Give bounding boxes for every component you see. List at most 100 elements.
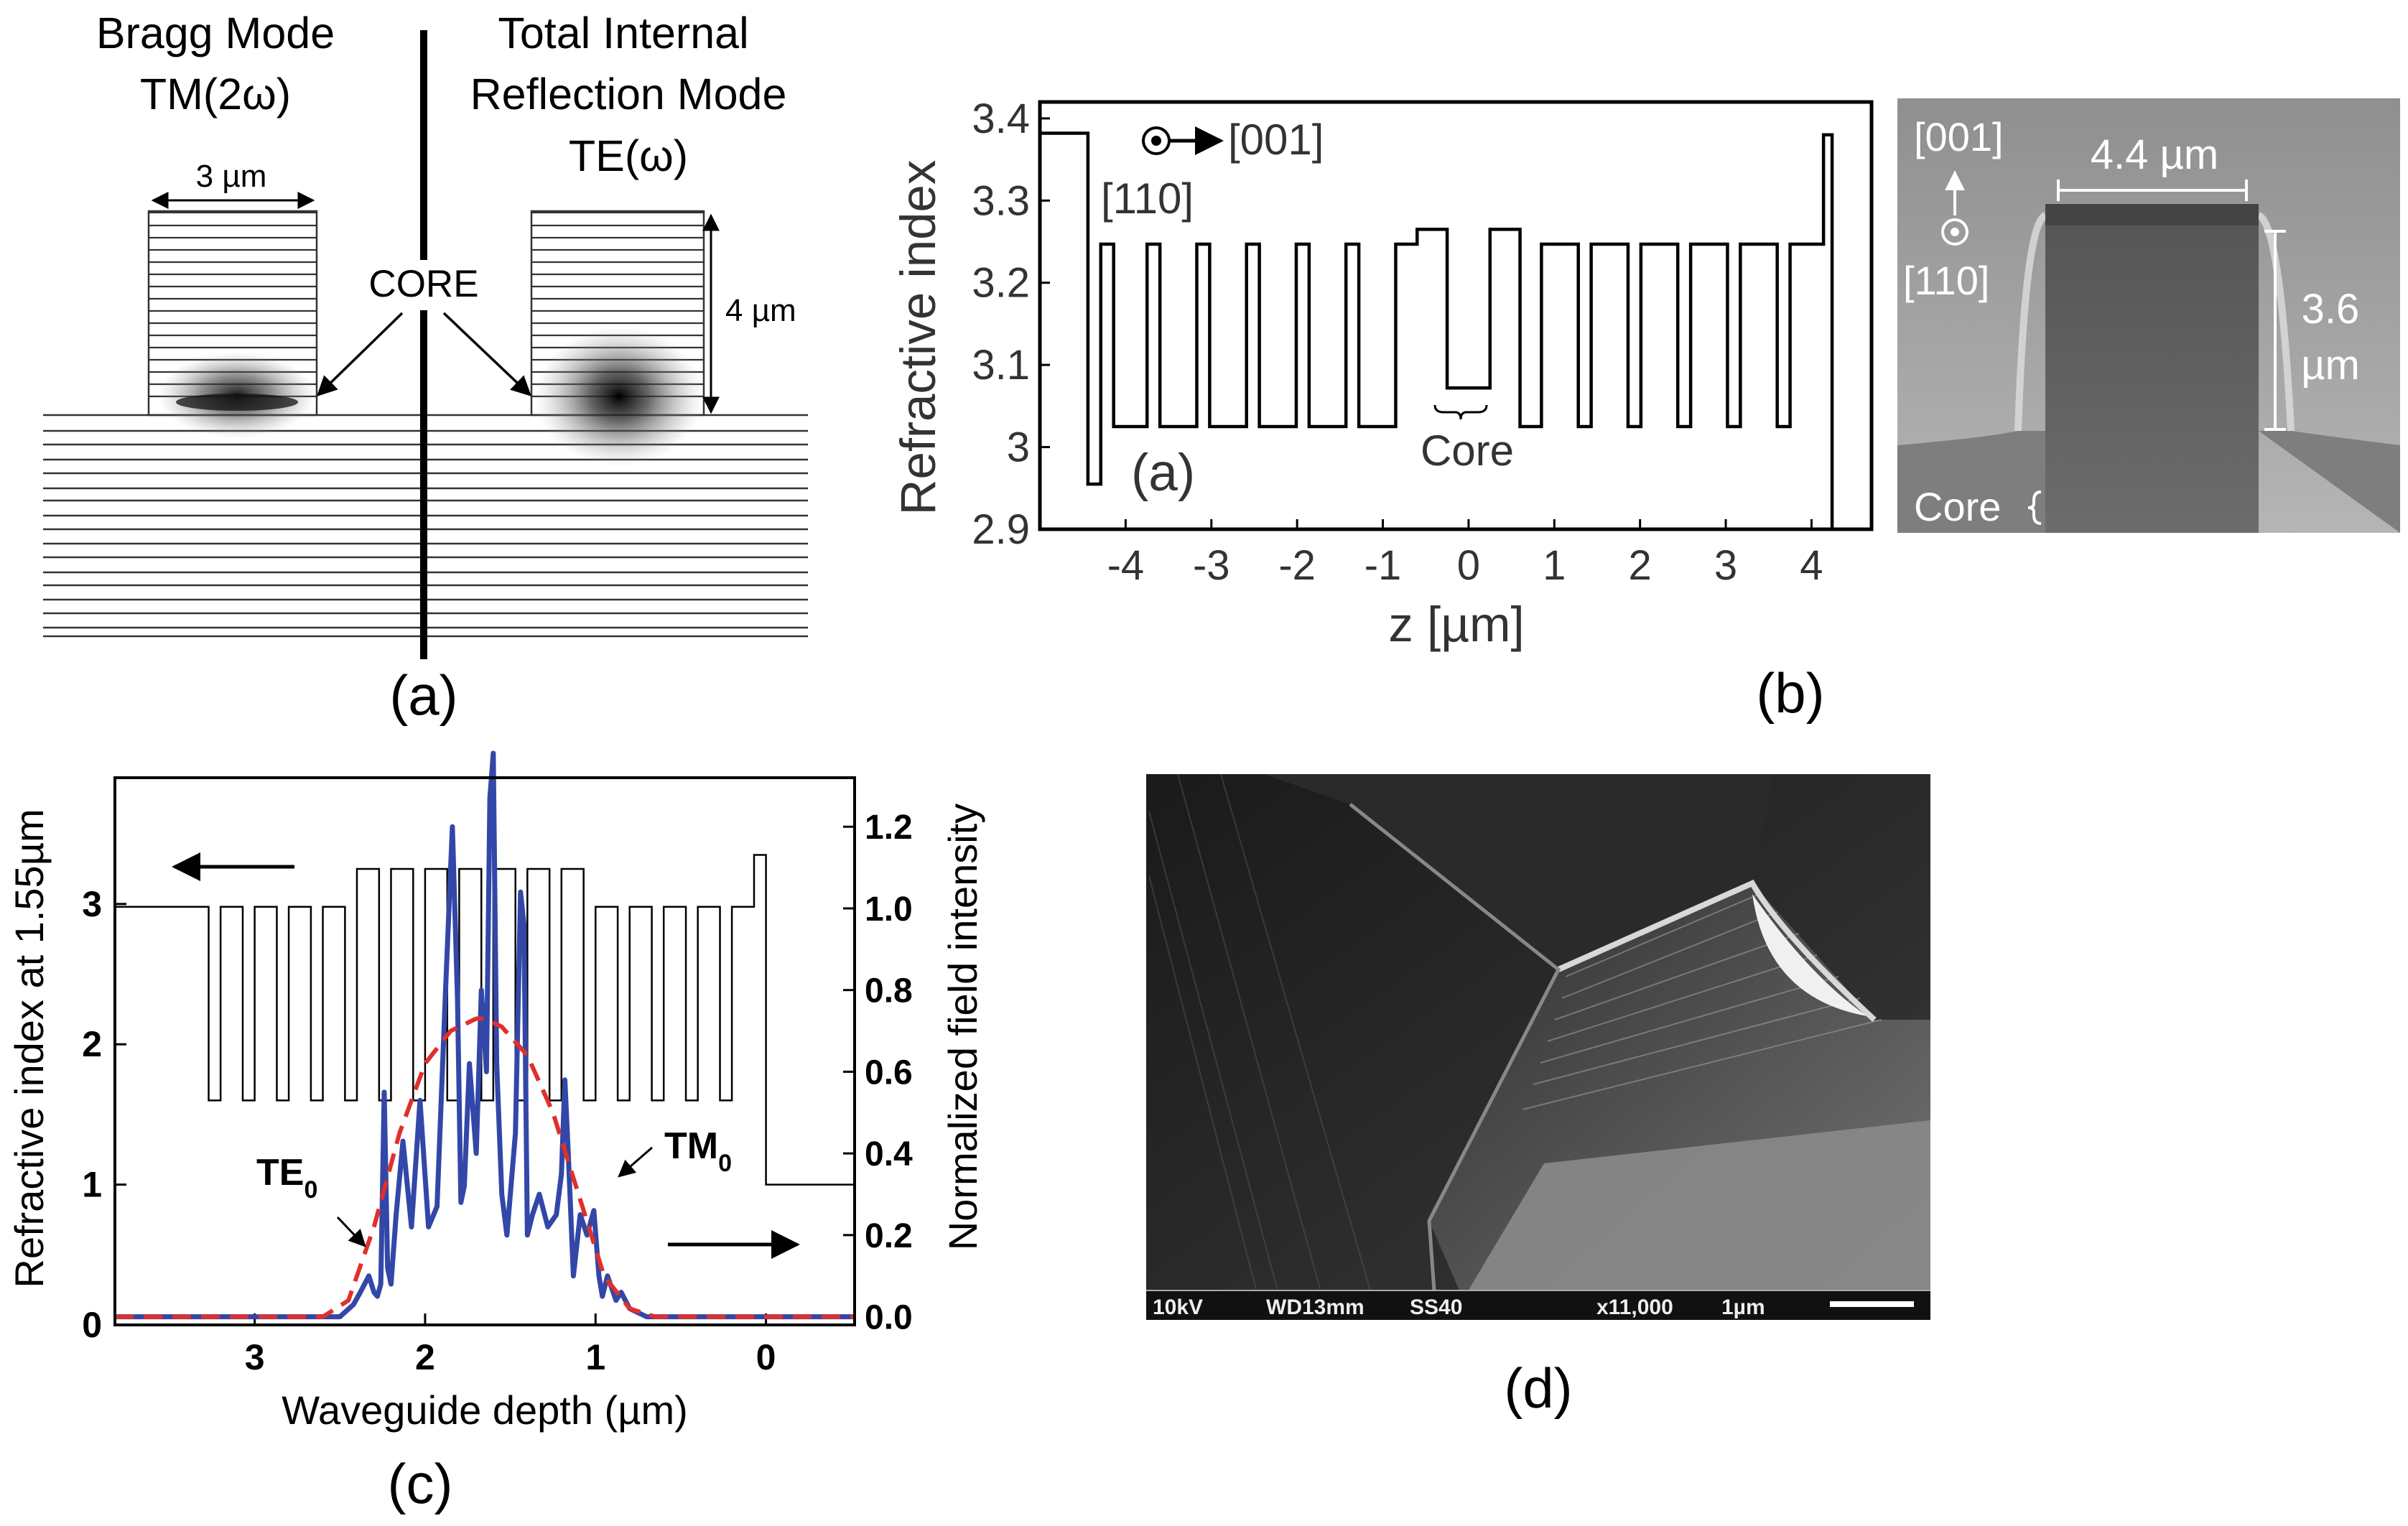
te-pointer: [336, 1216, 366, 1247]
x-tick-label: -3: [1193, 542, 1230, 589]
sem-width-label: 4.4 µm: [2091, 131, 2218, 178]
sem-height-label-1: 3.6: [2302, 286, 2360, 332]
left-title-1: Bragg Mode: [96, 9, 335, 57]
panel-a: Bragg Mode TM(2ω) Total Internal Reflect…: [43, 9, 808, 727]
core-arrow-right: [442, 312, 532, 396]
info-scale: 1µm: [1721, 1295, 1765, 1319]
sem-height-label-2: µm: [2301, 342, 2360, 389]
y2-tick-label: 1.2: [865, 809, 913, 847]
y-tick-label: 3.2: [972, 260, 1030, 307]
plot-b-ylabel: Refractive index: [891, 160, 946, 516]
info-ss: SS40: [1410, 1295, 1462, 1319]
sem-core-label: Core: [1914, 484, 2001, 529]
refractive-index-line: [115, 854, 855, 1186]
axis-annot-001: [001]: [1228, 116, 1324, 164]
x-tick-label: -1: [1365, 542, 1402, 589]
core-arrow-left: [316, 312, 404, 396]
caption-c: (c): [388, 1452, 453, 1515]
y-tick-label: 2: [82, 1024, 102, 1064]
y2-tick-label: 0.4: [865, 1135, 913, 1173]
sem-out-of-plane: [1941, 218, 1968, 246]
tm0-field-line: [115, 750, 855, 1320]
y-tick-label: 3: [82, 884, 102, 924]
x-tick-label: 4: [1800, 542, 1823, 589]
sem-d-ridge-top: [1264, 774, 1774, 969]
panel-c: 3 2 1 0 0 1 2 3 0.0 0.2 0.4 0.6 0.8 1.0 1.2 Waveguide …: [6, 750, 985, 1515]
x-tick-label: 0: [756, 1337, 776, 1377]
sem-d-substrate: [1451, 1120, 1930, 1320]
x-tick-label: 3: [1714, 542, 1737, 589]
y2-tick-label: 0.0: [865, 1299, 913, 1337]
sem-b-ridge-edge-right: [2256, 212, 2295, 432]
x-tick-label: 0: [1457, 542, 1480, 589]
sem-annot-001: [001]: [1914, 114, 2004, 159]
x-tick-label: -4: [1107, 542, 1145, 589]
x-tick-label: 2: [415, 1337, 435, 1377]
y2-tick-label: 0.6: [865, 1053, 913, 1092]
sem-b-substrate-right: [2259, 431, 2400, 533]
te-label: TE0: [256, 1152, 317, 1204]
left-title-2: TM(2ω): [140, 70, 291, 118]
sem-annot-110: [110]: [1903, 258, 1989, 303]
sem-d: 10kV WD13mm SS40 x11,000 1µm (d): [1146, 773, 1930, 1420]
plot-c-frame: [113, 776, 856, 1326]
sem-b-ridge-edge-left: [2014, 212, 2047, 432]
plot-c-content: 3 2 1 0 0 1 2 3 0.0 0.2 0.4 0.6 0.8 1.0 1.2: [82, 750, 913, 1377]
plot-b-xlabel: z [µm]: [1388, 597, 1524, 652]
sem-b-ridge: [2045, 215, 2259, 533]
caption-a: (a): [389, 664, 457, 727]
caption-d: (d): [1504, 1357, 1572, 1420]
plot-c-xlabel: Waveguide depth (µm): [282, 1387, 688, 1433]
sem-d-left-lines: [1148, 773, 1380, 1321]
plot-b-frame: [1038, 100, 1874, 531]
caption-b: (b): [1756, 661, 1824, 725]
tm-label: TM0: [664, 1125, 732, 1177]
x-tick-label: 1: [1543, 542, 1566, 589]
sem-core-bracket: [2027, 490, 2042, 525]
y2-tick-label: 0.2: [865, 1217, 913, 1255]
te0-field-line: [115, 1016, 855, 1319]
plot-c-ylabel: Refractive index at 1.55µm: [6, 809, 52, 1288]
right-title-3: TE(ω): [569, 131, 688, 180]
y-tick-label: 3.1: [972, 342, 1030, 389]
sem-d-info-bar: [1146, 1290, 1930, 1320]
y-tick-label: 3.3: [972, 177, 1030, 224]
right-title-2: Reflection Mode: [470, 70, 787, 118]
refractive-index-profile-line: [1040, 131, 1834, 529]
y2-tick-label: 1.0: [865, 890, 913, 929]
axis-annot-110: [110]: [1101, 175, 1194, 223]
info-wd: WD13mm: [1266, 1295, 1365, 1319]
y-tick-label: 1: [82, 1165, 102, 1205]
plot-b-label: (a): [1131, 444, 1195, 502]
plot-c-y2label: Normalized field intensity: [940, 804, 985, 1250]
x-tick-label: -2: [1278, 542, 1316, 589]
width-label: 3 µm: [196, 159, 267, 194]
core-brace: [1433, 404, 1488, 420]
right-title-1: Total Internal: [498, 9, 748, 57]
sem-b: 4.4 µm 3.6 µm [001] [110] Core: [1897, 98, 2400, 533]
core-label-bg: [359, 260, 488, 310]
sem-d-bright-crescent: [1752, 894, 1867, 1016]
info-kv: 10kV: [1153, 1295, 1203, 1319]
y-tick-label: 3.4: [972, 96, 1030, 142]
tir-mode-field: [534, 326, 704, 467]
tm-pointer: [618, 1146, 653, 1178]
y-tick-label: 2.9: [972, 506, 1030, 553]
bragg-mode-core: [176, 394, 298, 411]
core-label-b: Core: [1421, 427, 1514, 475]
sem-b-ridge-top: [2045, 204, 2259, 225]
plot-b-content: -4 -3 -2 -1 0 1 2 3 4 2.9 3 3.1 3.2 3.3 3.4: [972, 96, 1834, 589]
sem-d-edge-highlight-2: [1349, 803, 1561, 1321]
sem-b-substrate: [1897, 431, 2047, 533]
y2-tick-label: 0.8: [865, 972, 913, 1010]
sem-d-edge-highlight: [1557, 879, 1877, 1022]
y-tick-label: 3: [1007, 424, 1030, 471]
out-of-plane-dot: [1151, 136, 1161, 146]
x-tick-label: 3: [245, 1337, 265, 1377]
y-tick-label: 0: [82, 1305, 102, 1345]
panel-b: -4 -3 -2 -1 0 1 2 3 4 2.9 3 3.1 3.2 3.3 3.4 z [µm] Ref…: [891, 96, 1874, 725]
info-mag: x11,000: [1596, 1295, 1673, 1319]
x-tick-label: 2: [1629, 542, 1652, 589]
sem-d-layer-lines: [1522, 893, 1882, 1110]
height-label: 4 µm: [725, 293, 796, 328]
